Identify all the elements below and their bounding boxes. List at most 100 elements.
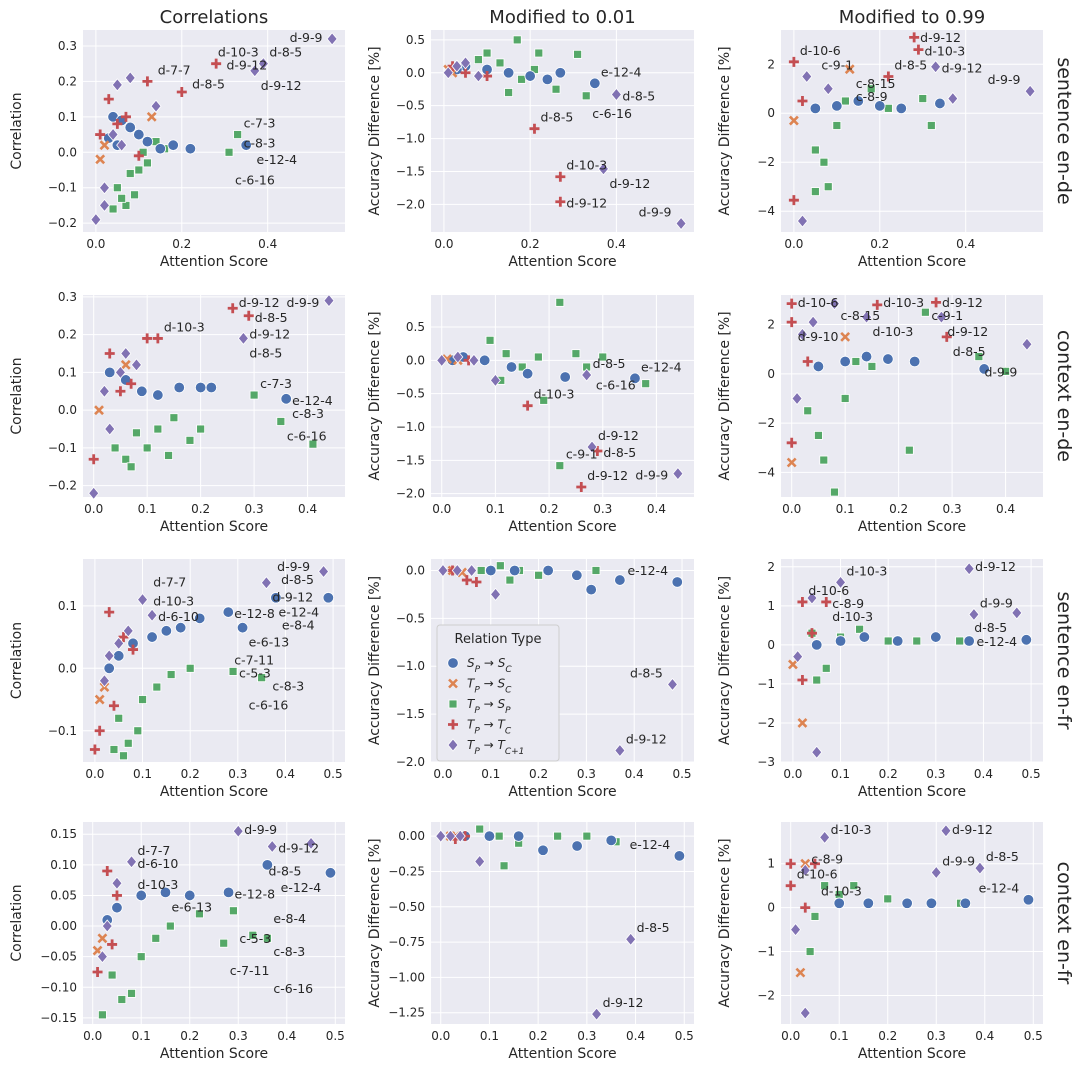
- y-axis-label: Correlation: [9, 92, 25, 169]
- data-point-TP_SP: [517, 74, 526, 84]
- data-point-TP_TC1: [1021, 337, 1033, 351]
- data-point-TP_SP: [107, 970, 117, 980]
- data-point-TP_TC1: [597, 162, 609, 176]
- x-tick-label: 0.3: [577, 1029, 596, 1043]
- x-tick-label: 0.0: [433, 767, 452, 781]
- y-axis-label: Accuracy Difference [%]: [367, 46, 383, 215]
- legend-label: SP → SC: [467, 656, 512, 675]
- x-axis-label: Attention Score: [508, 519, 616, 535]
- data-point-TP_SP: [820, 881, 830, 891]
- x-tick-label: 0.2: [889, 502, 908, 516]
- data-point-TP_TC1: [452, 350, 464, 364]
- data-point-TP_TC1: [125, 855, 138, 869]
- data-point-TP_SP: [955, 636, 965, 646]
- data-point-TP_SP: [114, 713, 124, 723]
- data-point-TP_TC: [797, 675, 808, 686]
- x-tick-label: 0.5: [672, 767, 691, 781]
- point-annotation: e-12-8: [234, 606, 275, 621]
- data-point-SP_SC: [194, 612, 206, 625]
- data-point-SP_SC: [141, 135, 154, 148]
- point-annotation: e-12-4: [257, 152, 298, 167]
- data-point-TP_TC1: [146, 608, 158, 622]
- data-point-TP_SP: [812, 675, 822, 685]
- data-point-SP_SC: [270, 592, 282, 604]
- data-point-TP_SC: [844, 64, 855, 75]
- x-tick-label: 0.1: [481, 767, 500, 781]
- x-axis-label: Attention Score: [508, 1046, 616, 1062]
- data-point-TP_TC1: [114, 365, 126, 380]
- y-tick-label: −0.50: [388, 900, 425, 914]
- data-point-TP_SP: [571, 349, 581, 359]
- x-tick-label: 0.2: [540, 502, 559, 516]
- x-tick-label: 0.2: [191, 502, 210, 516]
- y-tick-label: 2: [767, 560, 775, 574]
- point-annotation: c-8-9: [856, 89, 888, 104]
- data-point-TP_TC: [118, 632, 129, 643]
- row-title: sentence en-de: [1053, 57, 1073, 204]
- data-point-TP_TC: [909, 32, 920, 43]
- y-tick-label: −0.5: [396, 387, 425, 401]
- data-point-TP_TC: [128, 644, 139, 655]
- x-tick-label: 0.3: [228, 767, 247, 781]
- data-point-TP_SP: [555, 297, 565, 307]
- column-title: Modified to 0.01: [489, 7, 635, 28]
- point-annotation: d-9-9: [277, 559, 310, 574]
- data-point-TP_TC1: [489, 373, 501, 387]
- data-point-TP_SP: [926, 121, 936, 130]
- point-annotation: d-9-12: [609, 176, 650, 191]
- data-point-TP_TC1: [98, 198, 110, 213]
- x-tick-label: 0.0: [782, 502, 801, 516]
- data-point-TP_TC1: [822, 82, 834, 96]
- data-point-TP_TC: [821, 596, 832, 607]
- y-tick-label: −4: [757, 204, 775, 218]
- legend-label-part: S: [498, 656, 506, 670]
- point-annotation: c-8-9: [832, 596, 864, 611]
- legend-label: TP → TC+1: [467, 738, 524, 757]
- data-point-TP_TC1: [451, 59, 463, 73]
- point-annotation: d-9-9: [988, 72, 1021, 87]
- data-point-TP_SP: [249, 390, 259, 400]
- point-annotation: d-8-5: [255, 310, 288, 325]
- data-point-TP_SP: [918, 94, 928, 103]
- data-point-TP_TC: [108, 700, 119, 711]
- data-point-TP_SP: [143, 158, 152, 168]
- data-point-TP_TC1: [806, 591, 818, 605]
- x-axis-label: Attention Score: [858, 1046, 966, 1062]
- y-tick-label: −0.05: [40, 950, 77, 964]
- data-point-TP_TC: [555, 196, 566, 207]
- data-point-TP_SP: [841, 96, 850, 106]
- data-point-TP_SP: [127, 988, 136, 998]
- point-annotation: d-8-5: [974, 620, 1007, 635]
- data-point-TP_SP: [123, 738, 133, 748]
- data-point-SP_SC: [502, 67, 515, 79]
- data-point-TP_TC: [941, 331, 952, 342]
- legend-label-part: T: [467, 738, 476, 752]
- data-point-TP_SC: [840, 331, 851, 342]
- data-point-TP_TC1: [107, 127, 119, 142]
- panel-r0-c1: 0.0 0.2 0.4 −2.0 −1.5 −1.0 −0.5 0.0 0.5 Attention…: [367, 7, 694, 270]
- y-tick-label: 0.0: [58, 661, 77, 675]
- data-point-TP_TC1: [257, 57, 269, 71]
- point-annotation: d-10-6: [800, 43, 841, 58]
- data-point-TP_TC: [92, 966, 103, 977]
- x-tick-label: 0.2: [870, 237, 889, 251]
- data-point-SP_SC: [839, 355, 851, 368]
- row-title: sentence en-fr: [1053, 591, 1073, 729]
- data-point-TP_SP: [512, 35, 522, 45]
- plot-background: [781, 30, 1043, 232]
- data-point-TP_TC1: [835, 575, 847, 590]
- legend-label-part: →: [480, 718, 498, 732]
- data-point-SP_SC: [159, 886, 172, 899]
- point-annotation: d-10-3: [218, 45, 259, 60]
- x-tick-label: 0.5: [326, 1029, 345, 1043]
- y-tick-label: −0.75: [388, 935, 425, 949]
- data-point-TP_SP: [130, 190, 139, 200]
- point-annotation: d-10-6: [808, 583, 849, 598]
- point-annotation: d-9-12: [249, 327, 290, 342]
- data-point-SP_SC: [811, 639, 823, 651]
- plot-background: [781, 822, 1043, 1024]
- data-point-TP_SP: [125, 169, 135, 178]
- data-point-TP_TC: [809, 858, 820, 869]
- data-point-TP_SP: [823, 182, 833, 192]
- data-point-TP_SP: [308, 439, 318, 449]
